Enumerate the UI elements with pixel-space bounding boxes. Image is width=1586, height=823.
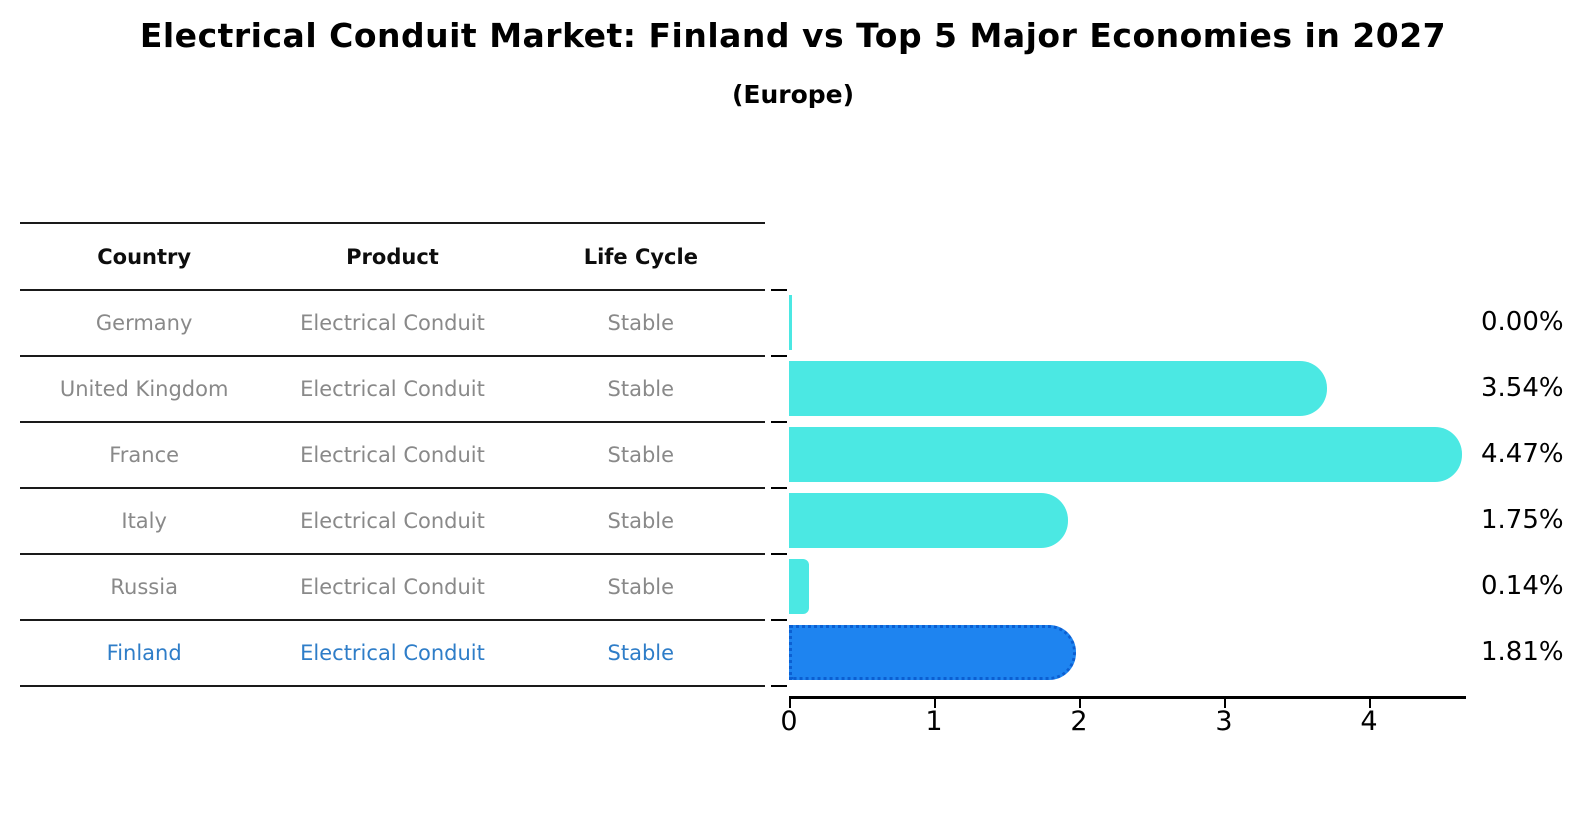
x-axis-tick — [1079, 699, 1081, 708]
bar-russia — [789, 558, 809, 614]
table-cell-product: Electrical Conduit — [300, 509, 485, 533]
table-cell-country: Italy — [121, 509, 167, 533]
chart-subtitle: (Europe) — [731, 80, 855, 109]
table-cell-country: Germany — [95, 311, 193, 335]
x-axis-tick — [789, 699, 791, 708]
x-axis-tick-label: 3 — [1215, 706, 1233, 737]
table-cell-lifecycle: Stable — [607, 509, 675, 533]
table-cell-lifecycle: Stable — [607, 311, 675, 335]
x-axis-tick-label: 0 — [780, 706, 798, 737]
x-axis-tick-label: 1 — [925, 706, 943, 737]
y-axis-tick — [771, 619, 787, 621]
table-cell-product: Electrical Conduit — [300, 575, 485, 599]
bar-italy — [789, 492, 1068, 548]
table-body: Germany Electrical Conduit Stable United… — [20, 291, 765, 687]
value-label-russia: 0.14% — [1481, 571, 1564, 601]
value-label-finland: 1.81% — [1481, 637, 1564, 667]
table-row: United Kingdom Electrical Conduit Stable — [20, 357, 765, 423]
column-header-country: Country — [97, 244, 192, 269]
y-axis-tick — [771, 487, 787, 489]
value-label-italy: 1.75% — [1481, 505, 1564, 535]
table-row: Italy Electrical Conduit Stable — [20, 489, 765, 555]
table-row: Russia Electrical Conduit Stable — [20, 555, 765, 621]
column-header-product: Product — [346, 244, 439, 269]
bar-germany — [789, 294, 792, 350]
chart-title: Electrical Conduit Market: Finland vs To… — [139, 16, 1447, 55]
table-row: Finland Electrical Conduit Stable — [20, 621, 765, 687]
table-cell-country: Russia — [110, 575, 178, 599]
value-label-united-kingdom: 3.54% — [1481, 373, 1564, 403]
table-header-row: Country Product Life Cycle — [20, 222, 765, 291]
bar-united-kingdom — [789, 360, 1327, 416]
y-axis-tick — [771, 355, 787, 357]
table-row: Germany Electrical Conduit Stable — [20, 291, 765, 357]
table-cell-product: Electrical Conduit — [300, 311, 485, 335]
x-axis-tick — [1224, 699, 1226, 708]
value-label-france: 4.47% — [1481, 439, 1564, 469]
table-row: France Electrical Conduit Stable — [20, 423, 765, 489]
table-cell-lifecycle: Stable — [607, 443, 675, 467]
table-cell-country: United Kingdom — [59, 377, 229, 401]
bar-finland — [789, 624, 1076, 680]
bar-france — [789, 426, 1462, 482]
table-cell-lifecycle: Stable — [607, 575, 675, 599]
y-axis-tick — [771, 685, 787, 687]
table-cell-lifecycle: Stable — [607, 377, 675, 401]
y-axis-tick — [771, 421, 787, 423]
table-cell-product: Electrical Conduit — [300, 377, 485, 401]
table-cell-country: France — [109, 443, 180, 467]
y-axis-tick — [771, 553, 787, 555]
x-axis-line — [789, 696, 1466, 699]
table-cell-lifecycle: Stable — [607, 641, 675, 665]
country-table: Country Product Life Cycle Germany Elect… — [20, 222, 765, 687]
table-cell-product: Electrical Conduit — [300, 443, 485, 467]
x-axis-tick — [934, 699, 936, 708]
x-axis-tick-label: 4 — [1360, 706, 1378, 737]
table-cell-product: Electrical Conduit — [300, 641, 485, 665]
value-label-germany: 0.00% — [1481, 307, 1564, 337]
column-header-lifecycle: Life Cycle — [583, 244, 698, 269]
x-axis-tick — [1369, 699, 1371, 708]
table-cell-country: Finland — [106, 641, 182, 665]
y-axis-tick — [771, 289, 787, 291]
x-axis-tick-label: 2 — [1070, 706, 1088, 737]
